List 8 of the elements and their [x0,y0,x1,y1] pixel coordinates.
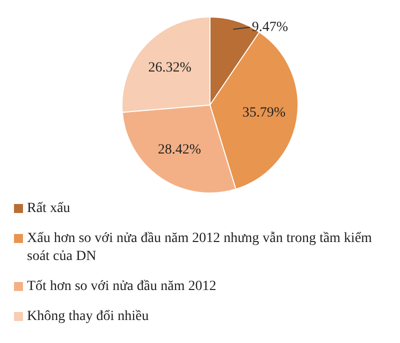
data-label: 35.79% [242,106,286,121]
data-label: 28.42% [158,142,202,158]
legend-label: Rất xấu [27,200,70,218]
legend-label: Xấu hơn so với nửa đầu năm 2012 nhưng vẫn trong tầm kiểm soát của DN [27,230,373,266]
legend-label: Không thay đổi nhiều [27,308,149,326]
legend-label: Tốt hơn so với nửa đầu năm 2012 [27,278,216,296]
data-label: 26.32% [148,60,192,76]
data-label: 9.47% [252,20,288,35]
